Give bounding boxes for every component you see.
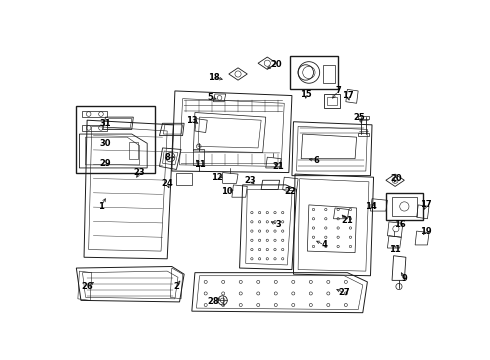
Text: 9: 9 xyxy=(401,274,407,283)
Text: 27: 27 xyxy=(339,288,350,297)
Text: 1: 1 xyxy=(98,202,104,211)
Text: 21: 21 xyxy=(342,216,353,225)
Text: 12: 12 xyxy=(211,173,222,182)
Text: 20: 20 xyxy=(270,60,282,69)
Text: 26: 26 xyxy=(81,282,93,291)
Bar xyxy=(291,55,338,89)
Text: 4: 4 xyxy=(321,240,327,249)
Text: 30: 30 xyxy=(100,139,111,148)
Text: 17: 17 xyxy=(420,201,432,210)
Text: 15: 15 xyxy=(300,90,312,99)
Text: 5: 5 xyxy=(207,93,213,102)
Bar xyxy=(386,193,423,220)
Text: 22: 22 xyxy=(285,186,296,195)
Text: 23: 23 xyxy=(134,168,146,177)
Bar xyxy=(76,106,155,172)
Text: 7: 7 xyxy=(335,86,341,95)
Text: 6: 6 xyxy=(314,156,319,165)
Text: 16: 16 xyxy=(394,220,406,229)
Text: 21: 21 xyxy=(272,162,284,171)
Text: 24: 24 xyxy=(161,179,173,188)
Text: 31: 31 xyxy=(100,119,111,128)
Text: 8: 8 xyxy=(164,153,170,162)
Text: 3: 3 xyxy=(275,220,281,229)
Text: 20: 20 xyxy=(391,174,402,183)
Text: 29: 29 xyxy=(100,159,111,168)
Text: 17: 17 xyxy=(342,91,353,100)
Text: 14: 14 xyxy=(365,202,376,211)
Text: 11: 11 xyxy=(194,160,205,169)
Text: 18: 18 xyxy=(208,73,219,82)
Text: 10: 10 xyxy=(221,186,233,195)
Text: 28: 28 xyxy=(208,297,219,306)
Text: 13: 13 xyxy=(186,116,197,125)
Text: 11: 11 xyxy=(389,245,401,254)
Text: 23: 23 xyxy=(245,176,256,185)
Text: 25: 25 xyxy=(354,113,366,122)
Text: 19: 19 xyxy=(420,226,432,235)
Text: 2: 2 xyxy=(173,282,179,291)
